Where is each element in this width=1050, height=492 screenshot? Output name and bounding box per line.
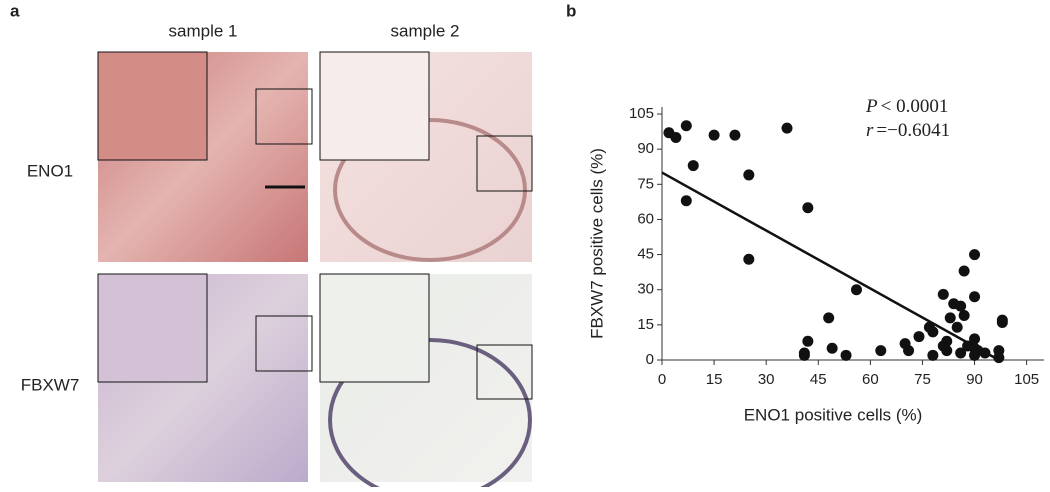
scatter-point: [798, 349, 810, 361]
scatter-point: [958, 265, 970, 277]
x-axis-label: ENO1 positive cells (%): [744, 405, 923, 424]
micrograph: [319, 273, 533, 492]
scatter-point: [903, 345, 915, 357]
y-tick-label: 15: [637, 316, 654, 333]
scatter-point: [802, 335, 814, 347]
x-tick-label: 75: [914, 371, 931, 388]
scatter-point: [937, 288, 949, 300]
scatter-point: [927, 326, 939, 338]
x-tick-label: 30: [758, 371, 775, 388]
scatter-point: [927, 349, 939, 361]
y-tick-label: 0: [646, 351, 654, 368]
x-tick-label: 105: [1014, 371, 1039, 388]
scatter-point: [729, 129, 741, 141]
scatter-point: [955, 300, 967, 312]
scatter-point: [823, 312, 835, 324]
row-label: FBXW7: [21, 375, 80, 394]
scatter-point: [993, 352, 1005, 364]
annotation-text: < 0.0001: [881, 96, 949, 117]
scatter-point: [840, 349, 852, 361]
scatter-point: [996, 317, 1008, 329]
scatter-point: [670, 131, 682, 143]
scatter-point: [680, 195, 692, 207]
annotation-symbol: r: [866, 120, 874, 141]
x-tick-label: 45: [810, 371, 827, 388]
annotation-symbol: P: [865, 96, 878, 117]
scatter-point: [826, 342, 838, 354]
trend-line: [661, 171, 1000, 362]
panel-label: b: [566, 1, 576, 20]
scatter-point: [802, 202, 814, 214]
annotation: P < 0.0001: [865, 96, 948, 117]
micrograph: [97, 273, 313, 482]
annotation-text: =−0.6041: [876, 120, 950, 141]
x-tick-label: 60: [862, 371, 879, 388]
y-axis-label: FBXW7 positive cells (%): [587, 148, 606, 339]
x-tick-label: 90: [966, 371, 983, 388]
scatter-point: [951, 321, 963, 333]
micrograph: [319, 51, 533, 262]
scatter-point: [781, 122, 793, 134]
scatter-point: [955, 347, 967, 359]
scatter-point: [969, 291, 981, 303]
row-label: ENO1: [27, 161, 73, 180]
y-tick-label: 60: [637, 210, 654, 227]
scatter-point: [944, 312, 956, 324]
x-tick-label: 0: [658, 371, 666, 388]
column-label: sample 1: [169, 21, 238, 40]
scatter-point: [708, 129, 720, 141]
panel-label: a: [10, 1, 20, 20]
y-tick-label: 90: [637, 140, 654, 157]
scatter-point: [850, 284, 862, 296]
scatter-point: [743, 169, 755, 181]
y-tick-label: 45: [637, 246, 654, 263]
scatter-point: [941, 335, 953, 347]
y-tick-label: 30: [637, 281, 654, 298]
scatter-point: [941, 345, 953, 357]
micrograph: [97, 51, 313, 262]
scatter-point: [979, 347, 991, 359]
scatter-point: [969, 249, 981, 261]
scatter-point: [958, 309, 970, 321]
scatter-point: [875, 345, 887, 357]
x-tick-label: 15: [706, 371, 723, 388]
y-tick-label: 105: [629, 105, 654, 122]
scatter-point: [969, 333, 981, 345]
scatter-point: [687, 160, 699, 172]
scatter-point: [680, 120, 692, 132]
annotation: r =−0.6041: [866, 120, 950, 141]
scatter-point: [743, 253, 755, 265]
scatter-point: [913, 331, 925, 343]
column-label: sample 2: [391, 21, 460, 40]
y-tick-label: 75: [637, 175, 654, 192]
